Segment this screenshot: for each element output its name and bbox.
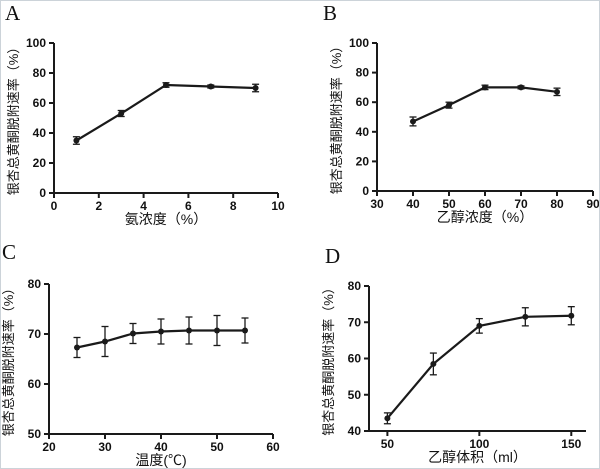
chart-d-canvas: 40 50 60 70 80 50 100 150 乙醇体积（ml） 银杏总黄酮脱附速率（%）	[321, 279, 586, 465]
svg-text:0: 0	[39, 186, 46, 200]
axes	[44, 283, 274, 439]
chart-c-canvas: 50 60 70 80 20 30 40 50 60 温度(℃) 银杏总黄酮脱附速率（%）	[1, 277, 280, 468]
svg-text:100: 100	[26, 36, 46, 50]
svg-text:80: 80	[550, 197, 564, 211]
chart-b-canvas: 0 20 40 60 80 100 30 40 50 60 70 80 90 乙醇浓度（%） 银杏总黄酮脱附…	[329, 36, 600, 225]
tick-labels: 0 20 40 60 80 100 0 2 4 6 8 10	[26, 36, 285, 213]
axes	[49, 42, 279, 198]
x-axis-label: 乙醇浓度（%）	[437, 209, 533, 225]
svg-text:50: 50	[28, 427, 42, 441]
svg-text:100: 100	[469, 437, 489, 451]
svg-text:60: 60	[28, 377, 42, 391]
svg-text:90: 90	[586, 197, 600, 211]
panel-a: A 0 20 40 60 80 100 0 2 4 6 8 10 氨浓度（%） 银杏总黄酮脱附速率（%）	[1, 1, 301, 235]
data-series	[72, 82, 260, 145]
svg-text:60: 60	[356, 95, 370, 109]
svg-text:20: 20	[42, 440, 56, 454]
svg-text:80: 80	[348, 279, 362, 293]
panel-label-d: D	[325, 244, 341, 268]
svg-text:0: 0	[362, 184, 369, 198]
svg-text:60: 60	[478, 197, 492, 211]
tick-labels: 40 50 60 70 80 50 100 150	[348, 279, 582, 451]
panel-label-a: A	[5, 1, 21, 25]
data-series	[409, 84, 561, 127]
panel-label-c: C	[2, 240, 17, 264]
svg-text:40: 40	[406, 197, 420, 211]
svg-text:30: 30	[98, 440, 112, 454]
data-series	[383, 306, 575, 425]
svg-text:2: 2	[95, 199, 102, 213]
svg-text:20: 20	[356, 154, 370, 168]
svg-text:40: 40	[348, 424, 362, 438]
tick-labels: 0 20 40 60 80 100 30 40 50 60 70 80 90	[349, 36, 600, 211]
svg-text:50: 50	[210, 440, 224, 454]
y-axis-label: 银杏总黄酮脱附速率（%）	[1, 282, 16, 437]
panel-b: B 0 20 40 60 80 100 30 40 50 60 70 80 90 乙醇浓度（%） 银杏总黄酮…	[301, 1, 600, 235]
svg-text:50: 50	[442, 197, 456, 211]
svg-text:20: 20	[33, 156, 47, 170]
svg-text:60: 60	[348, 352, 362, 366]
y-axis-label: 银杏总黄酮脱附速率（%）	[6, 41, 21, 196]
svg-text:0: 0	[51, 199, 58, 213]
data-series	[73, 314, 249, 359]
axes	[364, 285, 586, 436]
svg-text:40: 40	[33, 126, 47, 140]
svg-text:80: 80	[28, 277, 42, 291]
svg-text:80: 80	[33, 66, 47, 80]
tick-labels: 50 60 70 80 20 30 40 50 60	[28, 277, 280, 454]
x-axis-label: 氨浓度（%）	[125, 211, 207, 227]
x-axis-label: 乙醇体积（ml）	[428, 449, 527, 465]
svg-text:70: 70	[348, 315, 362, 329]
panel-label-b: B	[323, 1, 338, 25]
svg-text:50: 50	[348, 388, 362, 402]
svg-text:100: 100	[349, 36, 369, 50]
svg-text:6: 6	[185, 199, 192, 213]
panel-d: D 40 50 60 70 80 50 100 150 乙醇体积（ml） 银杏总黄酮脱附速率（%）	[301, 236, 599, 468]
svg-text:60: 60	[33, 96, 47, 110]
chart-a-canvas: 0 20 40 60 80 100 0 2 4 6 8 10 氨浓度（%） 银杏总黄酮脱附速率（%）	[6, 36, 285, 227]
y-axis-label: 银杏总黄酮脱附速率（%）	[321, 281, 336, 436]
x-axis-label: 温度(℃)	[135, 452, 186, 468]
svg-text:40: 40	[356, 125, 370, 139]
panel-c: C 50 60 70 80 20 30 40 50 60 温度(℃) 银杏总黄酮脱附速率（%）	[1, 236, 301, 469]
axes	[372, 42, 594, 196]
svg-text:50: 50	[381, 437, 395, 451]
svg-text:40: 40	[154, 440, 168, 454]
svg-text:70: 70	[514, 197, 528, 211]
svg-text:8: 8	[230, 199, 237, 213]
svg-text:60: 60	[266, 440, 280, 454]
svg-text:70: 70	[28, 327, 42, 341]
svg-text:80: 80	[356, 66, 370, 80]
svg-text:150: 150	[561, 437, 581, 451]
svg-text:4: 4	[140, 199, 147, 213]
y-axis-label: 银杏总黄酮脱附速率（%）	[329, 40, 344, 195]
svg-text:30: 30	[370, 197, 384, 211]
svg-text:10: 10	[271, 199, 285, 213]
